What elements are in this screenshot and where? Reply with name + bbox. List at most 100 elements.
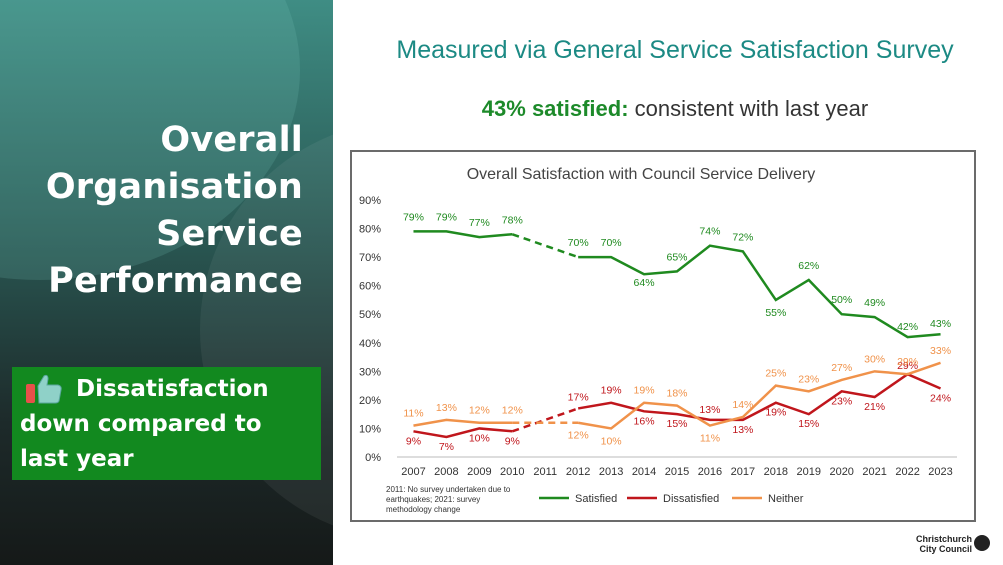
y-tick-label: 90% (359, 195, 381, 207)
callout-line: last year (20, 446, 134, 472)
data-label: 13% (732, 424, 753, 436)
logo-mark-icon (974, 535, 990, 551)
satisfied-comment: consistent with last year (628, 96, 869, 121)
data-label: 17% (568, 391, 589, 403)
data-label: 10% (601, 435, 622, 447)
x-tick-label: 2009 (467, 466, 491, 478)
data-label: 27% (831, 362, 852, 374)
callout-line: Dissatisfaction (76, 376, 269, 402)
logo-line: City Council (919, 544, 972, 554)
data-label: 50% (831, 294, 852, 306)
data-label: 29% (897, 360, 918, 372)
satisfied-value: 43% satisfied: (481, 96, 629, 121)
data-label: 74% (699, 226, 720, 238)
data-label: 10% (469, 432, 490, 444)
y-tick-label: 0% (365, 452, 381, 464)
data-label: 79% (436, 211, 457, 223)
data-label: 30% (864, 353, 885, 365)
y-tick-label: 40% (359, 338, 381, 350)
x-tick-label: 2020 (829, 466, 853, 478)
y-tick-label: 70% (359, 252, 381, 264)
x-tick-label: 2014 (632, 466, 656, 478)
callout-text: Dissatisfaction down compared to last ye… (20, 372, 320, 477)
x-tick-label: 2007 (401, 466, 425, 478)
data-label: 64% (634, 277, 655, 289)
title-line: Service (156, 214, 303, 254)
data-label: 29% (897, 356, 918, 368)
data-label: 19% (601, 385, 622, 397)
x-tick-label: 2010 (500, 466, 524, 478)
chart-note: methodology change (386, 505, 461, 514)
callout-box: Dissatisfaction down compared to last ye… (12, 367, 321, 480)
data-label: 79% (403, 211, 424, 223)
data-label: 12% (469, 405, 490, 417)
y-tick-label: 10% (359, 423, 381, 435)
data-label: 70% (568, 237, 589, 249)
subtitle: Measured via General Service Satisfactio… (396, 36, 954, 64)
data-label: 19% (765, 407, 786, 419)
x-tick-label: 2015 (665, 466, 689, 478)
data-label: 65% (666, 251, 687, 263)
data-label: 11% (403, 408, 423, 420)
data-label: 13% (699, 404, 720, 416)
legend-label: Neither (768, 493, 804, 505)
chart-note: earthquakes; 2021: survey (386, 495, 480, 504)
data-label: 72% (732, 231, 753, 243)
data-label: 12% (502, 405, 523, 417)
y-tick-label: 30% (359, 366, 381, 378)
series-line-satisfied (413, 230, 513, 239)
x-tick-label: 2012 (566, 466, 590, 478)
data-label: 24% (930, 392, 951, 404)
data-label: 7% (439, 441, 454, 453)
x-tick-label: 2023 (928, 466, 952, 478)
data-label: 49% (864, 297, 885, 309)
x-tick-label: 2022 (895, 466, 919, 478)
x-tick-label: 2021 (862, 466, 886, 478)
series-line-neither (413, 418, 513, 427)
y-tick-label: 60% (359, 281, 381, 293)
x-tick-label: 2019 (797, 466, 821, 478)
slide-title: Overall Organisation Service Performance (3, 117, 303, 305)
data-label: 9% (406, 435, 421, 447)
data-label: 77% (469, 217, 490, 229)
chart-note: 2011: No survey undertaken due to (386, 485, 511, 494)
data-label: 70% (601, 237, 622, 249)
x-tick-label: 2013 (599, 466, 623, 478)
line-chart: Overall Satisfaction with Council Servic… (359, 166, 957, 514)
series-line-neither (577, 361, 941, 430)
data-label: 42% (897, 321, 918, 333)
callout-line: down compared to (20, 411, 262, 437)
data-label: 25% (765, 368, 786, 380)
data-label: 33% (930, 345, 951, 357)
data-label: 13% (436, 402, 457, 414)
council-logo: Christchurch City Council (916, 532, 992, 556)
data-label: 55% (765, 307, 786, 319)
x-tick-label: 2011 (533, 466, 557, 478)
x-tick-label: 2018 (764, 466, 788, 478)
series-line-dissatisfied (577, 372, 942, 422)
logo-line: Christchurch (915, 534, 972, 544)
y-tick-label: 80% (359, 224, 381, 236)
data-label: 43% (930, 318, 951, 330)
data-label: 9% (505, 435, 520, 447)
chart-title: Overall Satisfaction with Council Servic… (467, 166, 816, 183)
thumbs-up-icon (26, 374, 62, 404)
title-line: Overall (160, 120, 303, 160)
data-label: 12% (568, 430, 589, 442)
data-label: 16% (634, 415, 655, 427)
y-tick-label: 20% (359, 395, 381, 407)
y-tick-label: 50% (359, 309, 381, 321)
legend-label: Dissatisfied (663, 493, 719, 505)
series-line-dissatisfied (413, 427, 513, 439)
x-tick-label: 2016 (698, 466, 722, 478)
data-label: 14% (732, 399, 753, 411)
data-label: 62% (798, 260, 819, 272)
left-panel: Overall Organisation Service Performance… (0, 0, 333, 565)
series-line-satisfied (578, 244, 941, 339)
title-line: Organisation (45, 167, 303, 207)
data-label: 11% (700, 433, 720, 445)
data-label: 23% (831, 395, 852, 407)
data-label: 15% (666, 418, 687, 430)
legend-label: Satisfied (575, 493, 617, 505)
title-line: Performance (48, 261, 303, 301)
